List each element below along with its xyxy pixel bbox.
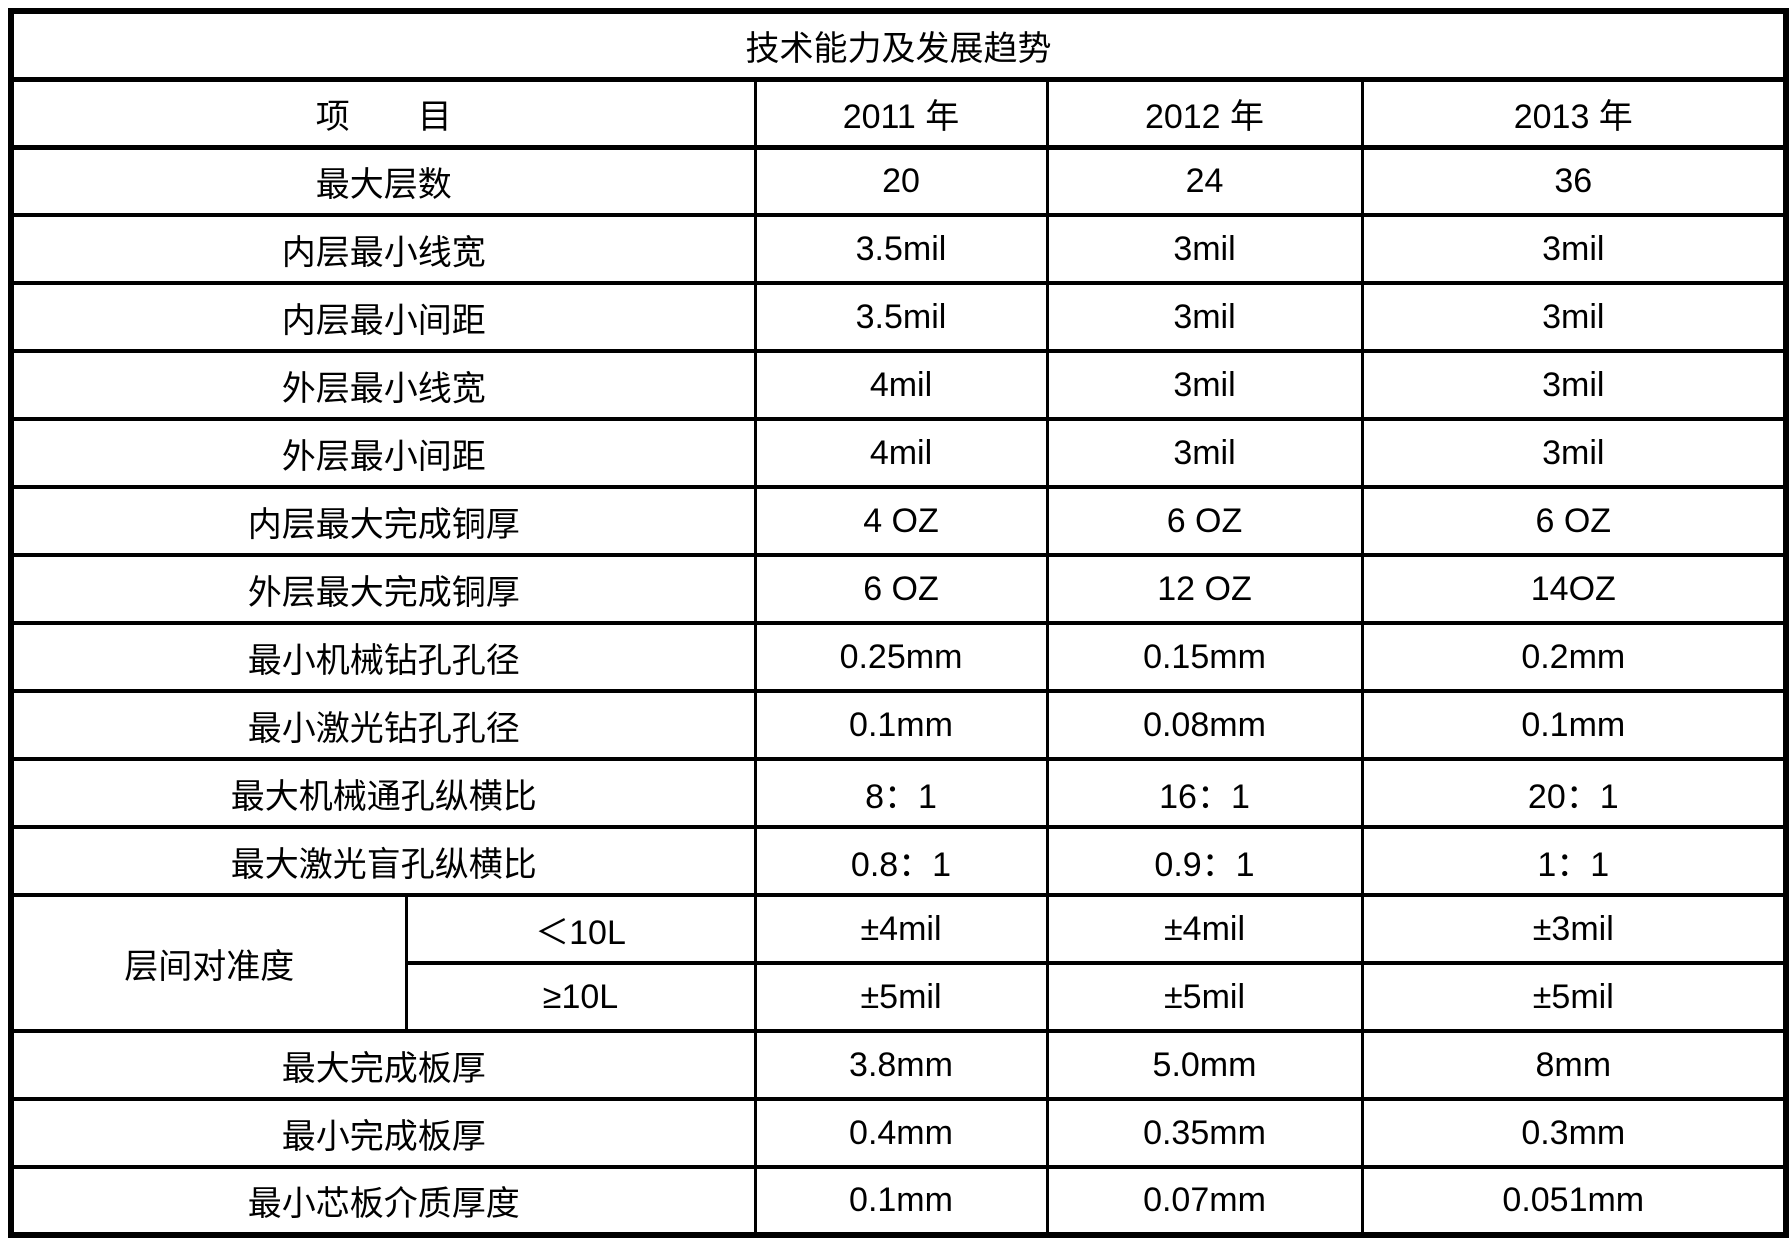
table-row: 外层最小线宽 4mil 3mil 3mil <box>9 349 1788 421</box>
value-cell: ±5mil <box>753 961 1049 1033</box>
row-label: 最小芯板介质厚度 <box>9 1165 757 1237</box>
table-header-row: 项 目 2011 年 2012 年 2013 年 <box>9 77 1788 150</box>
table-row: 内层最大完成铜厚 4 OZ 6 OZ 6 OZ <box>9 485 1788 557</box>
table-title-row: 技术能力及发展趋势 <box>9 9 1788 82</box>
value-cell: 0.8：1 <box>753 825 1049 897</box>
value-cell: 0.15mm <box>1045 621 1364 693</box>
value-cell: 20 <box>753 145 1049 217</box>
value-cell: ±3mil <box>1360 893 1788 965</box>
table-row-group-sub1: 层间对准度 ＜10L ±4mil ±4mil ±3mil <box>9 893 1788 1033</box>
table-row: 内层最小间距 3.5mil 3mil 3mil <box>9 281 1788 353</box>
value-cell: 0.08mm <box>1045 689 1364 761</box>
tech-capability-table: 技术能力及发展趋势 项 目 2011 年 2012 年 2013 年 最大层数 … <box>8 8 1790 1238</box>
header-item-label: 项 目 <box>9 77 757 150</box>
value-cell: 0.1mm <box>753 1165 1049 1237</box>
table-row: 最小芯板介质厚度 0.1mm 0.07mm 0.051mm <box>9 1165 1788 1237</box>
value-cell: 3.5mil <box>753 213 1049 285</box>
value-cell: ±5mil <box>1360 961 1788 1033</box>
value-cell: ±5mil <box>1045 961 1364 1033</box>
value-cell: 3.5mil <box>753 281 1049 353</box>
value-cell: 0.4mm <box>753 1097 1049 1169</box>
row-label: 外层最大完成铜厚 <box>9 553 757 625</box>
table-row: 内层最小线宽 3.5mil 3mil 3mil <box>9 213 1788 285</box>
sub-row-label: ≥10L <box>404 961 757 1033</box>
table-row-group-sub2: ≥10L ±5mil ±5mil ±5mil <box>11 961 1788 1033</box>
group-row-label: 层间对准度 <box>9 893 408 1033</box>
value-cell: 16：1 <box>1045 757 1364 829</box>
value-cell: 0.07mm <box>1045 1165 1364 1237</box>
table-row: 最大机械通孔纵横比 8：1 16：1 20：1 <box>9 757 1788 829</box>
value-cell: 1：1 <box>1360 825 1788 897</box>
value-cell: 0.1mm <box>753 689 1049 761</box>
table-row: 最大完成板厚 3.8mm 5.0mm 8mm <box>9 1029 1788 1101</box>
value-cell: 14OZ <box>1360 553 1788 625</box>
value-cell: 6 OZ <box>1045 485 1364 557</box>
value-cell: 3.8mm <box>753 1029 1049 1101</box>
value-cell: 3mil <box>1045 417 1364 489</box>
value-cell: 3mil <box>1045 213 1364 285</box>
table-row: 外层最大完成铜厚 6 OZ 12 OZ 14OZ <box>9 553 1788 625</box>
value-cell: 20：1 <box>1360 757 1788 829</box>
header-year-2012: 2012 年 <box>1045 77 1364 150</box>
value-cell: 36 <box>1360 145 1788 217</box>
row-label: 最大机械通孔纵横比 <box>9 757 757 829</box>
value-cell: 8mm <box>1360 1029 1788 1101</box>
value-cell: 0.051mm <box>1360 1165 1788 1237</box>
table-row: 最大层数 20 24 36 <box>9 145 1788 217</box>
row-label: 最大层数 <box>9 145 757 217</box>
value-cell: 6 OZ <box>753 553 1049 625</box>
value-cell: 4 OZ <box>753 485 1049 557</box>
table-row: 最小机械钻孔孔径 0.25mm 0.15mm 0.2mm <box>9 621 1788 693</box>
value-cell: 0.35mm <box>1045 1097 1364 1169</box>
value-cell: 12 OZ <box>1045 553 1364 625</box>
header-year-2013: 2013 年 <box>1360 77 1788 150</box>
row-label: 内层最小间距 <box>9 281 757 353</box>
value-cell: 0.2mm <box>1360 621 1788 693</box>
table-row: 最大激光盲孔纵横比 0.8：1 0.9：1 1：1 <box>9 825 1788 897</box>
row-label: 最小激光钻孔孔径 <box>9 689 757 761</box>
value-cell: ±4mil <box>1045 893 1364 965</box>
row-label: 最小完成板厚 <box>9 1097 757 1169</box>
value-cell: 0.9：1 <box>1045 825 1364 897</box>
value-cell: ±4mil <box>753 893 1049 965</box>
row-label: 内层最小线宽 <box>9 213 757 285</box>
row-label: 最大完成板厚 <box>9 1029 757 1101</box>
header-year-2011: 2011 年 <box>753 77 1049 150</box>
sub-row-label: ＜10L <box>404 893 757 965</box>
table-row: 最小激光钻孔孔径 0.1mm 0.08mm 0.1mm <box>9 689 1788 761</box>
value-cell: 0.1mm <box>1360 689 1788 761</box>
value-cell: 3mil <box>1045 349 1364 421</box>
value-cell: 6 OZ <box>1360 485 1788 557</box>
value-cell: 8：1 <box>753 757 1049 829</box>
value-cell: 4mil <box>753 349 1049 421</box>
value-cell: 3mil <box>1360 349 1788 421</box>
row-label: 外层最小间距 <box>9 417 757 489</box>
row-label: 最小机械钻孔孔径 <box>9 621 757 693</box>
value-cell: 24 <box>1045 145 1364 217</box>
table-row: 外层最小间距 4mil 3mil 3mil <box>9 417 1788 489</box>
value-cell: 0.3mm <box>1360 1097 1788 1169</box>
value-cell: 3mil <box>1360 213 1788 285</box>
table-title: 技术能力及发展趋势 <box>9 9 1788 82</box>
value-cell: 3mil <box>1360 281 1788 353</box>
row-label: 最大激光盲孔纵横比 <box>9 825 757 897</box>
row-label: 外层最小线宽 <box>9 349 757 421</box>
table-row: 最小完成板厚 0.4mm 0.35mm 0.3mm <box>9 1097 1788 1169</box>
value-cell: 3mil <box>1045 281 1364 353</box>
value-cell: 0.25mm <box>753 621 1049 693</box>
value-cell: 5.0mm <box>1045 1029 1364 1101</box>
value-cell: 3mil <box>1360 417 1788 489</box>
value-cell: 4mil <box>753 417 1049 489</box>
row-label: 内层最大完成铜厚 <box>9 485 757 557</box>
